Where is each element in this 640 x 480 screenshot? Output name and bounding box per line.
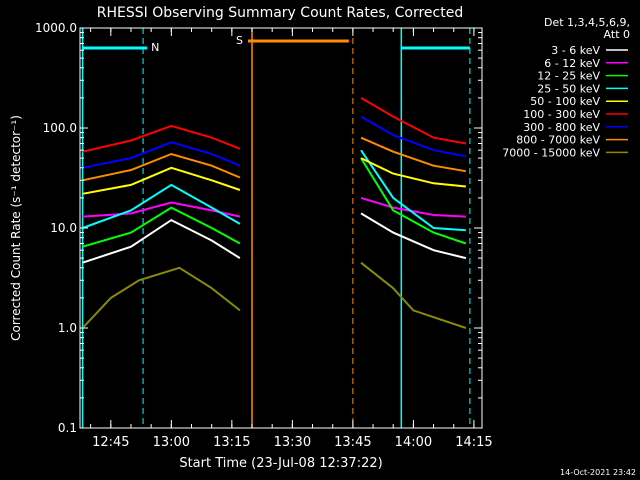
y-tick-label: 10.0 xyxy=(50,221,77,235)
series-line xyxy=(360,261,467,329)
series-line xyxy=(82,206,241,248)
series-line xyxy=(82,183,241,229)
legend-title-line1: Det 1,3,4,5,6,9, xyxy=(544,16,630,29)
series-line xyxy=(360,212,467,260)
series-line xyxy=(82,152,241,182)
series-line xyxy=(360,196,466,218)
x-tick-label: 13:45 xyxy=(334,435,371,450)
x-tick-label: 13:30 xyxy=(274,435,311,450)
legend-label: 50 - 100 keV xyxy=(530,95,600,108)
legend-label: 25 - 50 keV xyxy=(537,82,600,95)
series-line xyxy=(360,157,467,245)
x-axis: 12:45 13:00 13:15 13:30 13:45 14:00 14:15 xyxy=(90,28,493,450)
x-tick-label: 14:00 xyxy=(395,435,432,450)
legend-label: 300 - 800 keV xyxy=(523,121,600,134)
data-series xyxy=(81,97,467,329)
series-line xyxy=(360,115,467,158)
x-axis-label: Start Time (23-Jul-08 12:37:22) xyxy=(179,456,382,471)
legend-label: 800 - 7000 keV xyxy=(516,134,600,147)
y-axis-label: Corrected Count Rate (s⁻¹ detector⁻¹) xyxy=(9,115,23,341)
x-tick-label: 12:45 xyxy=(92,435,129,450)
x-tick-label: 13:15 xyxy=(213,435,250,450)
series-line xyxy=(360,149,466,232)
series-line xyxy=(360,97,467,145)
legend-label: 6 - 12 keV xyxy=(544,57,600,70)
series-line xyxy=(360,157,466,188)
series-line xyxy=(82,166,241,195)
y-tick-label: 1.0 xyxy=(58,321,77,335)
legend-label: 3 - 6 keV xyxy=(551,44,600,57)
timestamp: 14-Oct-2021 23:42 xyxy=(560,468,636,477)
y-tick-label: 0.1 xyxy=(58,421,77,435)
y-tick-label: 1000.0 xyxy=(35,21,77,35)
series-line xyxy=(360,136,467,173)
x-tick-label: 13:00 xyxy=(153,435,190,450)
legend-label: 7000 - 15000 keV xyxy=(502,146,600,159)
series-line xyxy=(82,141,241,169)
legend-label: 100 - 300 keV xyxy=(523,108,600,121)
y-tick-label: 100.0 xyxy=(43,121,77,135)
series-line xyxy=(82,218,241,264)
series-line xyxy=(82,124,241,153)
saa-label: S xyxy=(236,34,243,47)
legend-title-line2: Att 0 xyxy=(604,28,630,41)
legend-label: 12 - 25 keV xyxy=(537,70,600,83)
observing-markers: NS xyxy=(81,28,471,428)
y-axis: 0.1 1.0 10.0 100.0 1000.0 xyxy=(35,21,482,435)
series-line xyxy=(81,266,241,329)
x-tick-label: 14:15 xyxy=(455,435,492,450)
night-label: N xyxy=(151,41,159,54)
chart-title: RHESSI Observing Summary Count Rates, Co… xyxy=(97,5,463,21)
